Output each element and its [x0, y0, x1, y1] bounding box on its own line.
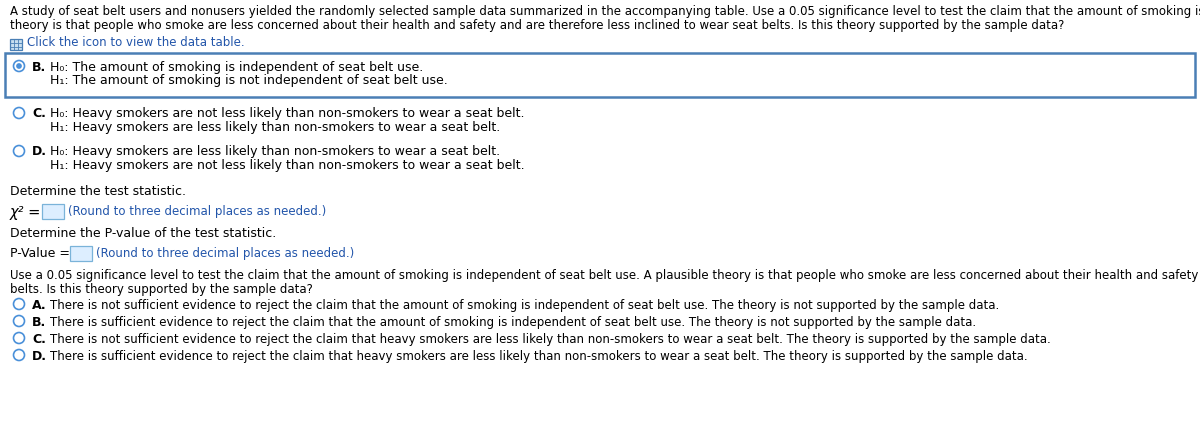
Text: H₁: The amount of smoking is not independent of seat belt use.: H₁: The amount of smoking is not indepen…: [50, 74, 448, 87]
Text: H₀: The amount of smoking is independent of seat belt use.: H₀: The amount of smoking is independent…: [50, 60, 424, 73]
Text: H₀: Heavy smokers are less likely than non-smokers to wear a seat belt.: H₀: Heavy smokers are less likely than n…: [50, 145, 500, 158]
Text: P-Value =: P-Value =: [10, 247, 70, 260]
FancyBboxPatch shape: [5, 53, 1195, 97]
Text: C.: C.: [32, 107, 46, 120]
Text: Determine the P-value of the test statistic.: Determine the P-value of the test statis…: [10, 227, 276, 240]
Text: B.: B.: [32, 316, 47, 329]
Text: A.: A.: [32, 299, 47, 312]
Text: theory is that people who smoke are less concerned about their health and safety: theory is that people who smoke are less…: [10, 19, 1064, 32]
Text: There is sufficient evidence to reject the claim that the amount of smoking is i: There is sufficient evidence to reject t…: [50, 316, 976, 329]
Text: C.: C.: [32, 333, 46, 346]
Text: Use a 0.05 significance level to test the claim that the amount of smoking is in: Use a 0.05 significance level to test th…: [10, 269, 1200, 282]
Text: D.: D.: [32, 145, 47, 158]
Text: χ² =: χ² =: [10, 205, 41, 220]
Text: (Round to three decimal places as needed.): (Round to three decimal places as needed…: [96, 247, 354, 260]
FancyBboxPatch shape: [42, 203, 64, 219]
Text: There is not sufficient evidence to reject the claim that the amount of smoking : There is not sufficient evidence to reje…: [50, 299, 1000, 312]
Text: Determine the test statistic.: Determine the test statistic.: [10, 185, 186, 198]
Text: belts. Is this theory supported by the sample data?: belts. Is this theory supported by the s…: [10, 283, 313, 296]
Text: B.: B.: [32, 60, 47, 73]
Text: Click the icon to view the data table.: Click the icon to view the data table.: [28, 36, 245, 49]
Circle shape: [16, 63, 22, 69]
FancyBboxPatch shape: [10, 39, 22, 50]
Text: D.: D.: [32, 350, 47, 363]
Text: H₁: Heavy smokers are less likely than non-smokers to wear a seat belt.: H₁: Heavy smokers are less likely than n…: [50, 121, 500, 134]
Text: A study of seat belt users and nonusers yielded the randomly selected sample dat: A study of seat belt users and nonusers …: [10, 5, 1200, 18]
Text: H₁: Heavy smokers are not less likely than non-smokers to wear a seat belt.: H₁: Heavy smokers are not less likely th…: [50, 159, 524, 172]
Text: There is sufficient evidence to reject the claim that heavy smokers are less lik: There is sufficient evidence to reject t…: [50, 350, 1027, 363]
Text: (Round to three decimal places as needed.): (Round to three decimal places as needed…: [68, 205, 326, 218]
Text: H₀: Heavy smokers are not less likely than non-smokers to wear a seat belt.: H₀: Heavy smokers are not less likely th…: [50, 107, 524, 120]
FancyBboxPatch shape: [70, 246, 92, 260]
Text: There is not sufficient evidence to reject the claim that heavy smokers are less: There is not sufficient evidence to reje…: [50, 333, 1051, 346]
